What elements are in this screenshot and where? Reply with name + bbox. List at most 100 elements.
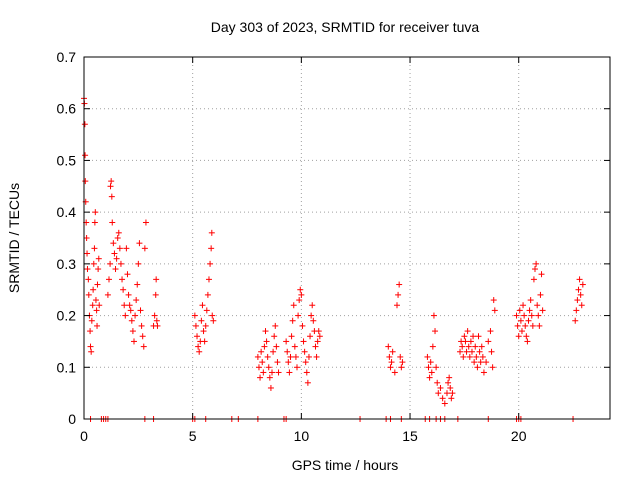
- data-point: [291, 343, 298, 350]
- data-point: [387, 364, 394, 371]
- data-point: [536, 322, 543, 329]
- data-point: [84, 250, 91, 257]
- data-point: [267, 384, 274, 391]
- data-point: [270, 348, 277, 355]
- data-point: [447, 384, 454, 391]
- data-point: [391, 369, 398, 376]
- data-point: [93, 307, 100, 314]
- data-point: [298, 291, 305, 298]
- data-point: [107, 183, 114, 190]
- data-point: [255, 364, 262, 371]
- data-point: [388, 359, 395, 366]
- data-point: [389, 348, 396, 355]
- data-point: [445, 379, 452, 386]
- data-point: [120, 286, 127, 293]
- data-point: [141, 245, 148, 252]
- data-point: [271, 333, 278, 340]
- data-point: [260, 369, 267, 376]
- data-point: [262, 328, 269, 335]
- data-point: [84, 266, 91, 273]
- data-point: [308, 312, 315, 319]
- data-point: [153, 276, 160, 283]
- data-point: [130, 338, 137, 345]
- data-point: [425, 364, 432, 371]
- data-point: [272, 322, 279, 329]
- data-point: [522, 322, 529, 329]
- data-point: [125, 291, 132, 298]
- data-point: [488, 348, 495, 355]
- y-tick-label: 0.2: [57, 308, 77, 324]
- data-point: [139, 333, 146, 340]
- data-point: [460, 353, 467, 360]
- data-point: [399, 359, 406, 366]
- data-point: [430, 312, 437, 319]
- data-point: [288, 333, 295, 340]
- data-point: [302, 359, 309, 366]
- data-point: [202, 322, 209, 329]
- data-point: [480, 369, 487, 376]
- data-point: [89, 302, 96, 309]
- data-point: [198, 317, 205, 324]
- data-point: [208, 245, 215, 252]
- data-point: [114, 235, 121, 241]
- data-point: [205, 276, 212, 283]
- data-point: [535, 312, 542, 319]
- data-point: [428, 369, 435, 376]
- data-point: [473, 353, 480, 360]
- data-point: [521, 312, 528, 319]
- data-point: [207, 260, 214, 267]
- data-point: [575, 286, 582, 293]
- data-point: [90, 260, 97, 267]
- grid: [84, 57, 610, 419]
- y-tick-label: 0.6: [57, 101, 77, 117]
- data-point: [85, 276, 92, 283]
- data-point: [91, 219, 98, 226]
- data-point: [194, 333, 201, 340]
- data-point: [83, 235, 90, 241]
- data-point: [517, 317, 524, 324]
- data-point: [448, 395, 455, 402]
- data-point: [123, 245, 130, 252]
- data-point: [478, 343, 485, 350]
- data-point: [515, 333, 522, 340]
- data-point: [105, 276, 112, 283]
- data-point: [82, 178, 89, 185]
- data-point: [491, 307, 498, 314]
- data-point: [201, 338, 208, 345]
- y-tick-label: 0.5: [57, 152, 77, 168]
- data-point: [300, 338, 307, 345]
- data-point: [516, 307, 523, 314]
- x-tick-label: 20: [511, 428, 527, 444]
- data-point: [109, 219, 116, 226]
- data-point: [92, 209, 99, 216]
- data-point: [104, 291, 111, 298]
- data-point: [124, 271, 131, 278]
- data-point: [479, 353, 486, 360]
- data-point: [287, 353, 294, 360]
- plot-frame: [83, 56, 611, 420]
- data-point: [313, 353, 320, 360]
- data-point: [132, 312, 139, 319]
- data-point: [204, 291, 211, 298]
- data-point: [518, 328, 525, 335]
- data-point: [299, 322, 306, 329]
- data-point: [209, 312, 216, 319]
- data-point: [523, 333, 530, 340]
- data-point: [108, 193, 115, 200]
- data-point: [122, 312, 129, 319]
- data-point: [433, 364, 440, 371]
- data-point: [466, 353, 473, 360]
- data-point: [578, 302, 585, 309]
- data-point: [398, 364, 405, 371]
- data-point: [95, 266, 102, 273]
- data-point: [273, 343, 280, 350]
- data-point: [129, 328, 136, 335]
- y-tick-label: 0.3: [57, 256, 77, 272]
- data-point: [395, 291, 402, 298]
- data-point: [112, 266, 119, 273]
- data-point: [490, 297, 497, 304]
- data-point: [110, 240, 117, 247]
- data-point: [264, 353, 271, 360]
- x-tick-label: 5: [189, 428, 197, 444]
